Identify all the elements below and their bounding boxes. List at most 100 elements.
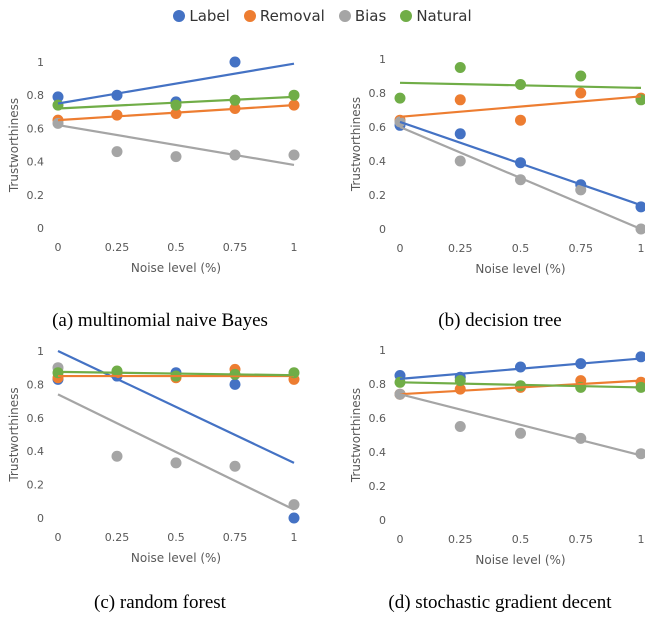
trendline-natural [399, 381, 642, 389]
x-tick-label: 0.75 [223, 531, 248, 544]
legend-label: Label [189, 7, 230, 25]
data-point-label [229, 378, 241, 390]
data-point-natural [288, 89, 300, 101]
data-point-label [229, 56, 241, 68]
data-point-natural [454, 62, 466, 73]
y-tick-label: 0.4 [27, 445, 45, 458]
data-point-bias [515, 427, 526, 439]
trendline-natural [399, 81, 642, 89]
data-point-removal [111, 109, 123, 121]
y-tick-label: 0 [37, 512, 44, 525]
y-tick-label: 0.2 [369, 480, 387, 493]
data-point-label [454, 128, 466, 140]
x-tick-label: 1 [638, 242, 645, 255]
y-tick-label: 0.4 [369, 155, 387, 168]
x-tick-label: 0.5 [167, 531, 185, 544]
data-point-natural [394, 92, 406, 104]
trendline-removal [399, 379, 642, 396]
x-tick-label: 0 [55, 241, 62, 254]
y-tick-label: 0.8 [27, 89, 45, 102]
y-tick-label: 0.2 [27, 189, 45, 202]
y-tick-label: 0.2 [369, 189, 387, 202]
x-axis-title: Noise level (%) [475, 553, 565, 567]
data-point-bias [170, 151, 182, 163]
data-point-bias [229, 460, 241, 472]
data-point-bias [170, 457, 182, 469]
trendline-bias [57, 123, 295, 167]
data-point-bias [575, 184, 587, 196]
data-point-natural [170, 99, 182, 111]
legend-marker-bias [338, 10, 351, 22]
x-tick-label: 0.25 [105, 531, 130, 544]
trendline-bias [57, 393, 295, 511]
data-point-removal [454, 94, 466, 106]
x-tick-label: 0 [55, 531, 62, 544]
trendline-label [57, 62, 295, 105]
y-tick-label: 0.4 [27, 156, 45, 169]
trendline-label [399, 357, 642, 380]
legend-marker-label [173, 10, 186, 22]
trendline-natural [57, 370, 295, 377]
subfigure-caption: (b) decision tree [438, 310, 561, 331]
trendline-bias [399, 125, 642, 231]
x-tick-label: 1 [291, 531, 298, 544]
y-tick-label: 0.8 [369, 87, 387, 100]
y-axis-title: Trustworthiness [349, 97, 363, 192]
x-tick-label: 0.25 [448, 242, 473, 255]
y-tick-label: 1 [37, 56, 44, 69]
x-tick-label: 0.25 [105, 241, 130, 254]
trendline-removal [399, 95, 642, 118]
y-tick-label: 0.2 [27, 479, 45, 492]
trendline-natural [57, 95, 295, 110]
x-axis-title: Noise level (%) [475, 262, 565, 276]
y-axis-title: Trustworthiness [7, 98, 21, 193]
trendline-bias [399, 393, 642, 457]
legend-label: Bias [354, 7, 387, 25]
trendline-removal [57, 104, 295, 122]
chart-panel-3: 0 0.2 0.4 0.6 0.8 1 0 0.25 0.5 0.75 1 Noise level (… [7, 345, 300, 613]
x-tick-label: 0.5 [167, 241, 185, 254]
y-tick-label: 0.6 [369, 412, 387, 425]
data-point-label [515, 361, 526, 373]
subfigure-caption: (a) multinomial naive Bayes [52, 310, 268, 331]
x-axis-title: Noise level (%) [131, 261, 221, 275]
x-tick-label: 1 [638, 533, 645, 546]
data-point-label [635, 351, 645, 363]
trendline-label [57, 350, 295, 464]
legend-marker-natural [400, 10, 413, 22]
y-tick-label: 1 [379, 53, 386, 66]
chart-panel-4: 0 0.2 0.4 0.6 0.8 1 0 0.25 0.5 0.75 1 Noise level (… [349, 344, 645, 613]
subfigure-caption: (d) stochastic gradient decent [388, 592, 612, 613]
data-point-natural [575, 70, 587, 82]
legend-item-natural: Natural [400, 7, 472, 25]
y-tick-label: 0.6 [27, 122, 45, 135]
x-tick-label: 0.5 [512, 533, 530, 546]
legend-item-bias: Bias [338, 7, 387, 25]
y-tick-label: 0 [379, 514, 386, 527]
x-tick-label: 0 [397, 242, 404, 255]
data-point-bias [454, 155, 466, 167]
y-axis-title: Trustworthiness [349, 388, 363, 483]
legend-label: Removal [259, 7, 325, 25]
y-tick-label: 0.8 [369, 378, 387, 391]
data-point-label [288, 512, 300, 524]
legend-item-label: Label [173, 7, 230, 25]
x-axis-title: Noise level (%) [131, 551, 221, 565]
legend-item-removal: Removal [243, 7, 325, 25]
x-tick-label: 0.75 [569, 533, 594, 546]
y-axis-title: Trustworthiness [7, 387, 21, 482]
x-tick-label: 0.75 [223, 241, 248, 254]
data-point-bias [111, 450, 123, 462]
chart-panel-1: 0 0.2 0.4 0.6 0.8 1 0 0.25 0.5 0.75 1 Noise level (… [7, 56, 300, 331]
subfigure-caption: (c) random forest [94, 592, 227, 613]
y-tick-label: 0 [379, 223, 386, 236]
data-point-bias [635, 448, 645, 460]
y-tick-label: 0.8 [27, 378, 45, 391]
data-point-natural [111, 365, 123, 377]
data-point-bias [288, 149, 300, 161]
legend-marker-removal [243, 10, 256, 22]
x-tick-label: 0.5 [512, 242, 530, 255]
y-tick-label: 0.4 [369, 446, 387, 459]
y-tick-label: 0.6 [27, 412, 45, 425]
